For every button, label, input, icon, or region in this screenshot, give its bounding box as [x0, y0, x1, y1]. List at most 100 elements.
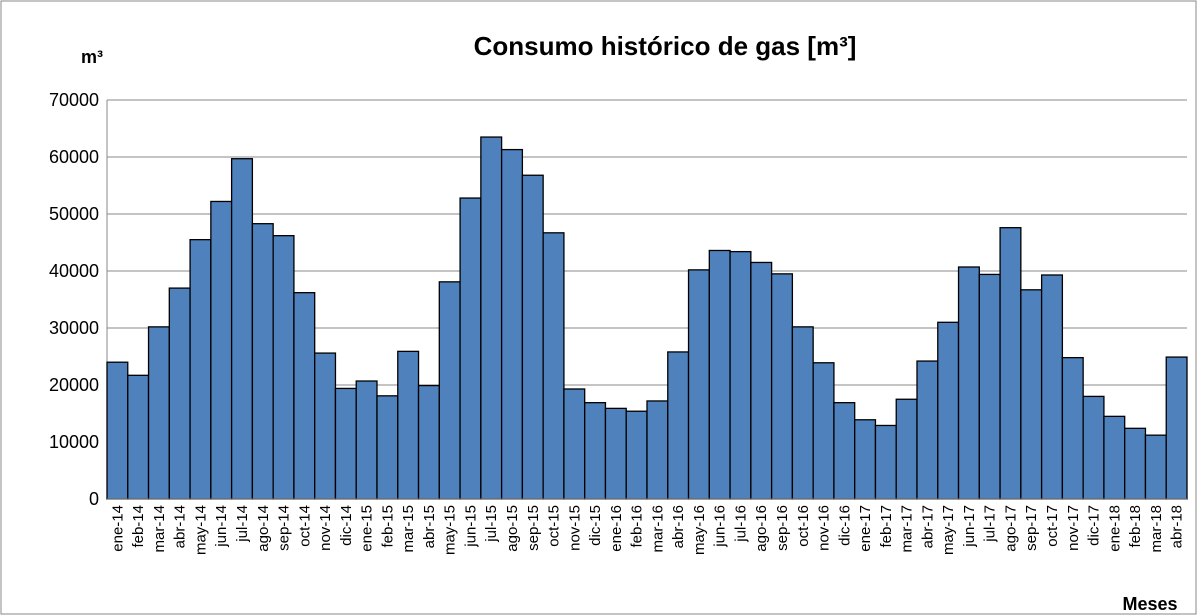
x-tick-label: jul-16: [732, 505, 749, 543]
bar: [854, 419, 877, 500]
chart-title: Consumo histórico de gas [m³]: [474, 31, 857, 61]
bar: [1082, 395, 1105, 500]
x-tick-label: abr-17: [919, 505, 936, 548]
x-tick-label: oct-16: [795, 505, 812, 547]
x-tick-label: abr-15: [421, 505, 438, 548]
bar: [1061, 356, 1084, 500]
bar: [604, 407, 627, 500]
bar: [770, 273, 794, 500]
x-tick-label: jul-15: [483, 505, 500, 543]
y-tick-label: 10000: [49, 432, 99, 452]
x-tick-label: may-17: [940, 505, 957, 555]
x-tick-label: oct-14: [296, 505, 313, 547]
x-tick-label: nov-17: [1065, 505, 1082, 551]
bar: [397, 350, 420, 500]
bar: [957, 266, 980, 500]
x-tick-label: dic-16: [836, 505, 853, 546]
x-tick-label: ago-17: [1002, 505, 1019, 552]
x-tick-label: jun-14: [213, 505, 230, 548]
bar: [376, 395, 399, 500]
x-tick-label: nov-14: [317, 505, 334, 551]
x-tick-label: sep-14: [276, 505, 293, 551]
bar: [978, 273, 1001, 500]
bar: [210, 200, 233, 500]
bar: [480, 136, 503, 500]
x-tick-label: ago-15: [504, 505, 521, 552]
bar: [646, 400, 669, 500]
bar: [750, 261, 773, 500]
x-tick-label: nov-15: [566, 505, 583, 551]
y-tick-label: 70000: [49, 90, 99, 110]
bar: [1144, 434, 1167, 500]
x-tick-label: jun-16: [712, 505, 729, 548]
bar: [459, 197, 482, 500]
x-tick-label: mar-16: [649, 505, 666, 553]
bar: [147, 326, 170, 500]
x-tick-label: mar-15: [400, 505, 417, 553]
x-tick-label: jun-17: [961, 505, 978, 548]
bar: [230, 158, 254, 500]
x-tick-label: jul-17: [982, 505, 999, 543]
bar: [168, 287, 191, 500]
bar: [1103, 415, 1126, 500]
bar: [1165, 356, 1188, 500]
x-tick-label: may-15: [442, 505, 459, 555]
x-tick-label: mar-18: [1148, 505, 1165, 553]
x-tick-label: dic-17: [1086, 505, 1103, 546]
bar: [127, 374, 150, 500]
x-tick-label: oct-15: [546, 505, 563, 547]
x-tick-label: feb-18: [1127, 505, 1144, 548]
x-tick-label: ene-15: [359, 505, 376, 552]
y-tick-label: 0: [89, 489, 99, 509]
x-tick-label: ago-16: [753, 505, 770, 552]
bar: [417, 384, 440, 500]
x-tick-label: mar-17: [899, 505, 916, 553]
x-tick-label: dic-15: [587, 505, 604, 546]
x-tick-label: feb-17: [878, 505, 895, 548]
x-tick-label: abr-14: [172, 505, 189, 548]
x-tick-label: sep-15: [525, 505, 542, 551]
x-tick-label: ene-16: [608, 505, 625, 552]
bar: [999, 227, 1022, 500]
y-tick-label: 30000: [49, 318, 99, 338]
bar: [521, 174, 544, 500]
x-tick-label: mar-14: [151, 505, 168, 553]
x-tick-label: feb-16: [629, 505, 646, 548]
y-tick-label: 40000: [49, 261, 99, 281]
bar: [542, 232, 565, 500]
x-tick-label: feb-14: [130, 505, 147, 548]
bar: [687, 269, 710, 500]
x-tick-label: oct-17: [1044, 505, 1061, 547]
bar: [438, 281, 461, 500]
bar: [937, 321, 960, 500]
x-tick-label: may-16: [691, 505, 708, 555]
bar: [189, 238, 212, 500]
x-tick-label: ago-14: [255, 505, 272, 552]
bar: [708, 249, 731, 500]
x-tick-label: ene-14: [109, 505, 126, 552]
x-tick-label: jun-15: [462, 505, 479, 548]
x-tick-label: ene-18: [1106, 505, 1123, 552]
x-tick-label: feb-15: [379, 505, 396, 548]
x-tick-label: sep-17: [1023, 505, 1040, 551]
y-tick-label: 50000: [49, 204, 99, 224]
bar: [500, 148, 524, 500]
x-tick-label: sep-16: [774, 505, 791, 551]
x-tick-label: jul-14: [234, 505, 251, 543]
bar: [874, 424, 897, 500]
bar: [272, 235, 295, 500]
bar: [791, 326, 814, 500]
bar: [106, 361, 129, 500]
x-axis-label: Meses: [1122, 594, 1177, 614]
bar: [314, 352, 337, 500]
x-tick-label: abr-16: [670, 505, 687, 548]
bar: [916, 360, 939, 500]
y-tick-label: 20000: [49, 375, 99, 395]
bar: [334, 387, 357, 500]
bar: [355, 380, 378, 500]
x-tick-label: ene-17: [857, 505, 874, 552]
bar: [251, 223, 274, 500]
bar: [625, 410, 648, 500]
y-tick-label: 60000: [49, 147, 99, 167]
bar: [812, 362, 835, 500]
